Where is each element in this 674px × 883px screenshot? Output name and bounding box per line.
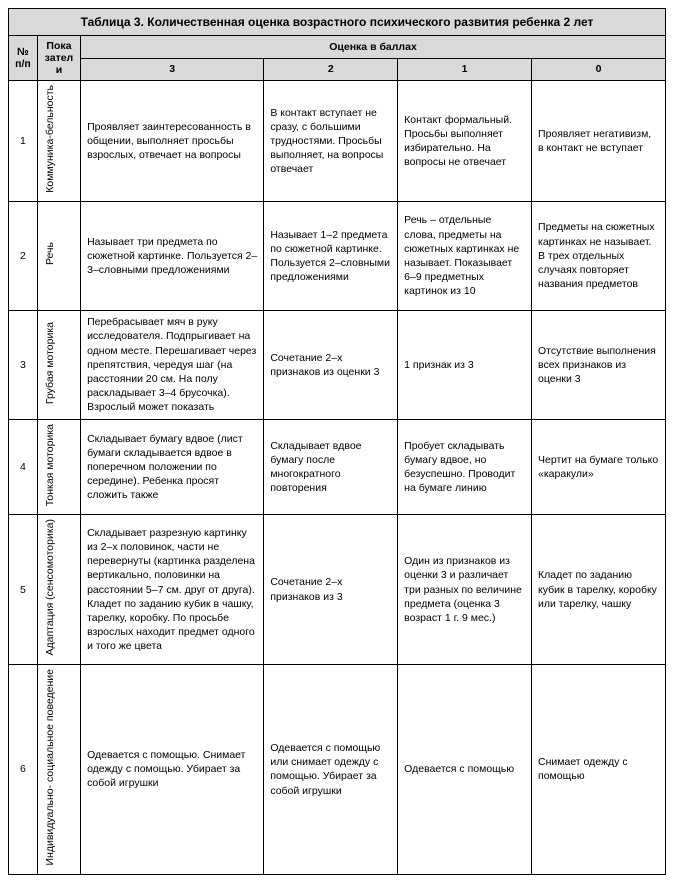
cell-score-1: Пробует складывать бумагу вдвое, но безу… xyxy=(398,419,532,514)
table-row: 3 Грубая моторика Перебрасывает мяч в ру… xyxy=(9,310,666,419)
cell-score-2: Одевается с помощью или снимает одежду с… xyxy=(264,665,398,875)
cell-score-3: Называет три предмета по сюжетной картин… xyxy=(81,201,264,310)
table-title: Таблица 3. Количественная оценка возраст… xyxy=(9,9,666,36)
row-indicator: Тонкая моторика xyxy=(37,419,80,514)
header-indicators: Показатели xyxy=(37,36,80,81)
cell-score-0: Предметы на сюжетных картинках не называ… xyxy=(532,201,666,310)
cell-score-2: В контакт вступает не сразу, с большими … xyxy=(264,81,398,202)
table-row: 4 Тонкая моторика Складывает бумагу вдво… xyxy=(9,419,666,514)
cell-score-0: Проявляет негативизм, в контакт не вступ… xyxy=(532,81,666,202)
cell-score-0: Отсутствие выполнения всех признаков из … xyxy=(532,310,666,419)
table-row: 5 Адаптация (сенсомоторика) Складывает р… xyxy=(9,515,666,665)
table-row: 6 Индивидуально- социальное поведение Од… xyxy=(9,665,666,875)
row-num: 6 xyxy=(9,665,38,875)
header-num: № п/п xyxy=(9,36,38,81)
header-s1: 1 xyxy=(398,58,532,81)
cell-score-0: Снимает одежду с помощью xyxy=(532,665,666,875)
row-indicator: Индивидуально- социальное поведение xyxy=(37,665,80,875)
cell-score-1: 1 признак из 3 xyxy=(398,310,532,419)
cell-score-2: Сочетание 2–х признаков из оценки 3 xyxy=(264,310,398,419)
cell-score-1: Контакт формальный. Просьбы выполняет из… xyxy=(398,81,532,202)
header-s0: 0 xyxy=(532,58,666,81)
cell-score-3: Одевается с помощью. Снимает одежду с по… xyxy=(81,665,264,875)
row-num: 2 xyxy=(9,201,38,310)
table-row: 1 Коммуника-бельность Проявляет заинтере… xyxy=(9,81,666,202)
cell-score-2: Сочетание 2–х признаков из 3 xyxy=(264,515,398,665)
row-indicator: Адаптация (сенсомоторика) xyxy=(37,515,80,665)
cell-score-1: Один из признаков из оценки 3 и различае… xyxy=(398,515,532,665)
cell-score-1: Речь – отдельные слова, предметы на сюже… xyxy=(398,201,532,310)
header-score: Оценка в баллах xyxy=(81,36,666,59)
cell-score-0: Кладет по заданию кубик в тарелку, короб… xyxy=(532,515,666,665)
assessment-table: Таблица 3. Количественная оценка возраст… xyxy=(8,8,666,875)
cell-score-2: Называет 1–2 предмета по сюжетной картин… xyxy=(264,201,398,310)
cell-score-0: Чертит на бумаге только «каракули» xyxy=(532,419,666,514)
row-indicator: Речь xyxy=(37,201,80,310)
row-indicator: Грубая моторика xyxy=(37,310,80,419)
cell-score-1: Одевается с помощью xyxy=(398,665,532,875)
row-indicator: Коммуника-бельность xyxy=(37,81,80,202)
cell-score-3: Перебрасывает мяч в руку исследователя. … xyxy=(81,310,264,419)
table-body: 1 Коммуника-бельность Проявляет заинтере… xyxy=(9,81,666,875)
cell-score-3: Складывает разрезную картинку из 2–х пол… xyxy=(81,515,264,665)
cell-score-3: Складывает бумагу вдвое (лист бумаги скл… xyxy=(81,419,264,514)
header-s2: 2 xyxy=(264,58,398,81)
row-num: 1 xyxy=(9,81,38,202)
row-num: 3 xyxy=(9,310,38,419)
row-num: 5 xyxy=(9,515,38,665)
table-row: 2 Речь Называет три предмета по сюжетной… xyxy=(9,201,666,310)
cell-score-3: Проявляет заинтересованность в общении, … xyxy=(81,81,264,202)
header-s3: 3 xyxy=(81,58,264,81)
cell-score-2: Складывает вдвое бумагу после многократн… xyxy=(264,419,398,514)
row-num: 4 xyxy=(9,419,38,514)
